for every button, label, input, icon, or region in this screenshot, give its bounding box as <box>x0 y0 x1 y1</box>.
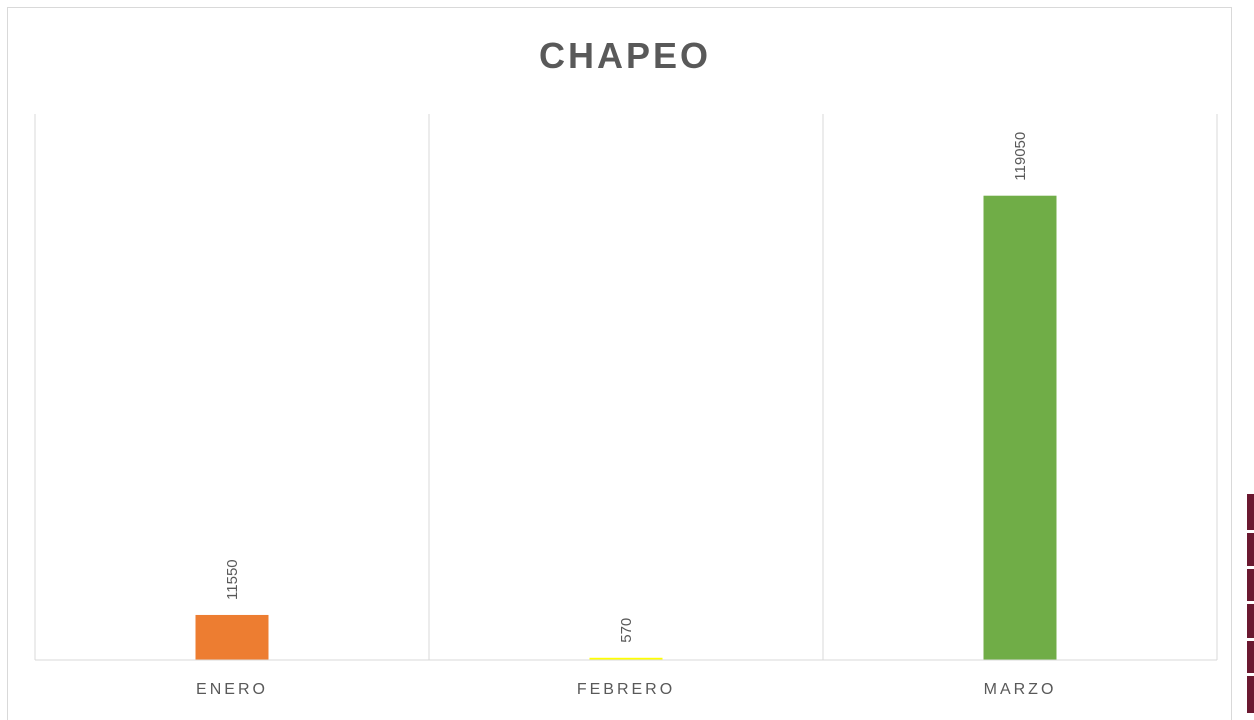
category-labels: ENERO FEBRERO MARZO <box>196 681 1057 698</box>
category-label-marzo: MARZO <box>984 681 1057 698</box>
chart-title: CHAPEO <box>539 35 711 76</box>
category-label-enero: ENERO <box>196 681 268 698</box>
bar-enero <box>195 614 269 660</box>
category-label-febrero: FEBRERO <box>577 681 675 698</box>
data-label-febrero: 570 <box>618 618 635 643</box>
data-label-marzo: 119050 <box>1012 132 1029 181</box>
data-labels: 11550 570 119050 <box>224 132 1029 643</box>
bars <box>195 195 1057 660</box>
bar-marzo <box>983 195 1057 660</box>
side-decoration-gap <box>1247 566 1254 569</box>
side-decoration-gap <box>1247 673 1254 676</box>
side-decoration-gap <box>1247 601 1254 604</box>
data-label-enero: 11550 <box>224 559 241 600</box>
bar-febrero <box>589 657 663 660</box>
side-decoration-gap <box>1247 638 1254 641</box>
side-decoration-gap <box>1247 530 1254 533</box>
category-gridlines <box>34 114 1218 660</box>
